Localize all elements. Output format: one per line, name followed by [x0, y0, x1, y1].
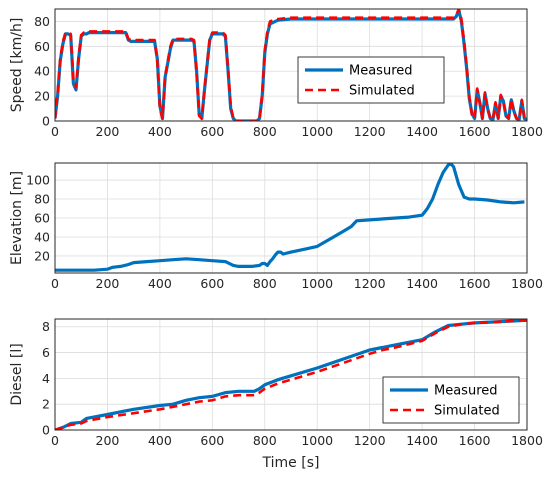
- axis-frame: [54, 162, 528, 274]
- y-tick-label: 20: [34, 248, 50, 263]
- panel-2: 0 200 400 600 800 1000 1200 1400 1600 1800 20 40 60 8…: [9, 162, 543, 291]
- x-tick-label: 200: [96, 433, 120, 448]
- y-tick-label: 40: [34, 64, 50, 79]
- x-tick-label: 1200: [354, 276, 386, 291]
- x-tick-label: 1000: [301, 276, 333, 291]
- legend-box: [297, 56, 445, 104]
- y-tick-label: 0: [42, 114, 50, 129]
- series-simulated-line: [55, 319, 527, 430]
- plot-area: [54, 8, 528, 122]
- y-tick-label: 60: [34, 211, 50, 226]
- x-tick-label: 1400: [406, 433, 438, 448]
- legend-label: Measured: [349, 64, 413, 79]
- x-tick-label: 800: [253, 124, 277, 139]
- x-tick-label: 600: [200, 124, 224, 139]
- y-tick-label: 4: [42, 371, 50, 386]
- x-tick-label: 1800: [511, 276, 543, 291]
- x-tick-label: 0: [51, 124, 59, 139]
- x-tick-label: 1400: [406, 124, 438, 139]
- x-tick-label: 400: [148, 433, 172, 448]
- x-axis-label: Time [s]: [262, 455, 320, 471]
- x-tick-label: 800: [253, 433, 277, 448]
- y-tick-label: 80: [34, 192, 50, 207]
- series-simulated-line: [55, 9, 527, 121]
- x-tick-label: 1600: [459, 124, 491, 139]
- y-tick-label: 40: [34, 229, 50, 244]
- x-tick-label: 1400: [406, 276, 438, 291]
- y-tick-label: 8: [42, 319, 50, 334]
- y-tick-label: 2: [42, 397, 50, 412]
- y-tick-label: 20: [34, 89, 50, 104]
- x-tick-label: 800: [253, 276, 277, 291]
- legend: Measured Simulated: [382, 376, 520, 424]
- x-tick-label: 1800: [511, 433, 543, 448]
- x-tick-label: 200: [96, 124, 120, 139]
- x-tick-label: 0: [51, 276, 59, 291]
- x-tick-label: 1200: [354, 433, 386, 448]
- x-tick-label: 1000: [301, 124, 333, 139]
- axis-frame: [54, 8, 528, 122]
- y-tick-label: 6: [42, 345, 50, 360]
- x-tick-label: 600: [200, 433, 224, 448]
- legend-label: Simulated: [434, 404, 500, 419]
- y-tick-label: 60: [34, 39, 50, 54]
- y-tick-label: 100: [26, 173, 50, 188]
- y-axis-label: Elevation [m]: [9, 171, 25, 265]
- x-tick-label: 1200: [354, 124, 386, 139]
- panel-1: 0 200 400 600 800 1000 1200 1400 1600 1800 0 20 40 60…: [9, 8, 543, 139]
- x-tick-label: 200: [96, 276, 120, 291]
- x-tick-label: 1800: [511, 124, 543, 139]
- x-tick-label: 400: [148, 276, 172, 291]
- x-tick-label: 1000: [301, 433, 333, 448]
- x-tick-label: 1600: [459, 276, 491, 291]
- x-tick-label: 1600: [459, 433, 491, 448]
- legend-label: Simulated: [349, 84, 415, 99]
- x-tick-label: 400: [148, 124, 172, 139]
- y-axis-label: Speed [km/h]: [9, 18, 25, 113]
- legend: Measured Simulated: [297, 56, 445, 104]
- x-tick-label: 600: [200, 276, 224, 291]
- x-tick-label: 0: [51, 433, 59, 448]
- y-tick-label: 0: [42, 423, 50, 438]
- legend-label: Measured: [434, 384, 498, 399]
- legend-box: [382, 376, 520, 424]
- y-axis-label: Diesel [l]: [9, 343, 25, 405]
- y-tick-label: 80: [34, 14, 50, 29]
- series-measured-line: [55, 163, 525, 272]
- axis-frame: [54, 318, 528, 431]
